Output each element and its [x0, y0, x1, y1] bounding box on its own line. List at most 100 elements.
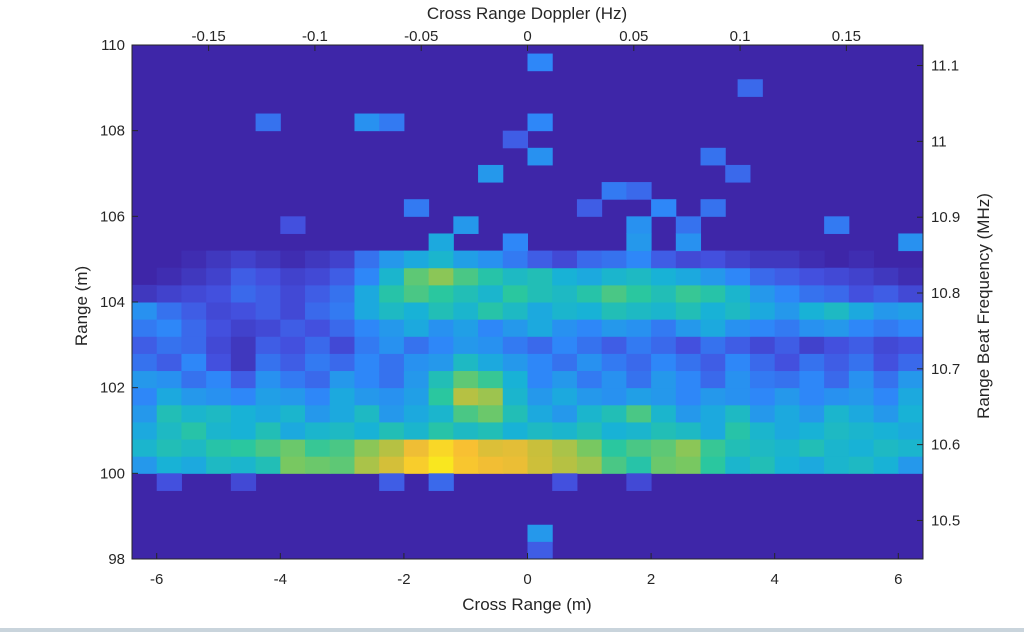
heatmap-cell: [626, 439, 652, 457]
heatmap-cell: [527, 404, 553, 423]
y-tick-label: 108: [100, 123, 125, 140]
heatmap-cell: [675, 404, 702, 423]
heatmap-cell: [453, 319, 479, 337]
heatmap-cell: [478, 456, 504, 474]
heatmap-cell: [156, 319, 182, 337]
heatmap-cell: [132, 421, 158, 440]
heatmap-cell: [206, 319, 232, 337]
heatmap-cell: [428, 370, 454, 389]
heatmap-cell: [626, 302, 652, 320]
heatmap-cell: [329, 250, 355, 269]
heatmap-cell: [898, 353, 924, 372]
heatmap-cell: [132, 302, 158, 320]
heatmap-cell: [354, 353, 380, 372]
heatmap-cell: [774, 319, 800, 337]
heatmap-cell: [576, 404, 603, 423]
heatmap-cell: [453, 336, 479, 354]
heatmap-cell: [527, 284, 553, 303]
heatmap-cell: [181, 421, 207, 440]
heatmap-cell: [799, 284, 825, 303]
heatmap-cell: [379, 353, 405, 372]
heatmap-cell: [280, 267, 306, 286]
top-tick-label: 0.05: [619, 28, 648, 45]
heatmap-cell: [552, 319, 578, 337]
heatmap-cell: [552, 404, 578, 423]
heatmap-cell: [601, 456, 627, 474]
heatmap-cell: [206, 250, 232, 269]
heatmap-cell: [725, 250, 751, 269]
heatmap-cell: [848, 353, 875, 372]
heatmap-cell: [181, 267, 207, 286]
heatmap-cell: [428, 473, 454, 491]
heatmap-cell: [255, 404, 281, 423]
heatmap-cell: [255, 456, 281, 474]
x-tick-label: 0: [523, 571, 531, 588]
heatmap-cell: [873, 353, 899, 372]
right-tick-label: 10.5: [931, 512, 960, 529]
heatmap-cell: [132, 439, 158, 457]
heatmap-cell: [280, 370, 306, 389]
y-tick-label: 110: [101, 37, 125, 54]
heatmap-cell: [601, 370, 627, 389]
heatmap-cell: [478, 421, 504, 440]
heatmap-cell: [403, 353, 430, 372]
heatmap-cell: [873, 370, 899, 389]
heatmap-cell: [898, 336, 924, 354]
x-tick-label: -6: [150, 571, 163, 588]
right-tick-label: 10.7: [931, 361, 960, 378]
heatmap-cell: [725, 456, 751, 474]
heatmap-cell: [848, 250, 875, 269]
heatmap-cell: [898, 284, 924, 303]
heatmap-cell: [255, 284, 281, 303]
heatmap-cell: [379, 456, 405, 474]
heatmap-cell: [181, 336, 207, 354]
heatmap-cell: [799, 370, 825, 389]
heatmap-cell: [502, 130, 528, 149]
heatmap-cell: [725, 302, 751, 320]
heatmap-cell: [527, 53, 553, 72]
heatmap-cell: [527, 113, 553, 132]
heatmap-cell: [230, 353, 257, 372]
heatmap-cell: [824, 302, 850, 320]
heatmap-cell: [749, 353, 776, 372]
heatmap-cell: [428, 250, 454, 269]
top-tick-label: -0.1: [302, 28, 328, 45]
heatmap-cell: [478, 284, 504, 303]
heatmap-cell: [601, 267, 627, 286]
heatmap-cell: [626, 216, 652, 234]
heatmap-cell: [453, 421, 479, 440]
heatmap-cell: [749, 439, 776, 457]
heatmap-cell: [132, 353, 158, 372]
heatmap-cell: [305, 336, 331, 354]
heatmap-cell: [502, 319, 528, 337]
heatmap-cell: [181, 302, 207, 320]
heatmap-cell: [478, 319, 504, 337]
heatmap-cell: [848, 319, 875, 337]
heatmap-cell: [527, 456, 553, 474]
heatmap-cell: [898, 421, 924, 440]
heatmap-cell: [478, 267, 504, 286]
heatmap-cell: [280, 302, 306, 320]
heatmap-cell: [552, 302, 578, 320]
heatmap-cell: [626, 370, 652, 389]
heatmap-cell: [453, 370, 479, 389]
heatmap-cell: [453, 387, 479, 406]
heatmap-cell: [305, 267, 331, 286]
heatmap-cell: [799, 421, 825, 440]
heatmap-cell: [132, 456, 158, 474]
heatmap-cell: [527, 267, 553, 286]
heatmap-cell: [428, 387, 454, 406]
heatmap-cell: [181, 404, 207, 423]
heatmap-cell: [824, 456, 850, 474]
window-bottom-border: [0, 628, 1024, 632]
heatmap-cell: [749, 421, 776, 440]
heatmap-cell: [626, 456, 652, 474]
heatmap-cell: [675, 233, 702, 252]
heatmap-cell: [651, 439, 677, 457]
heatmap-cell: [774, 456, 800, 474]
heatmap-cell: [824, 370, 850, 389]
heatmap-cell: [601, 336, 627, 354]
heatmap-cell: [156, 473, 182, 491]
heatmap-cell: [255, 387, 281, 406]
heatmap-cell: [478, 336, 504, 354]
